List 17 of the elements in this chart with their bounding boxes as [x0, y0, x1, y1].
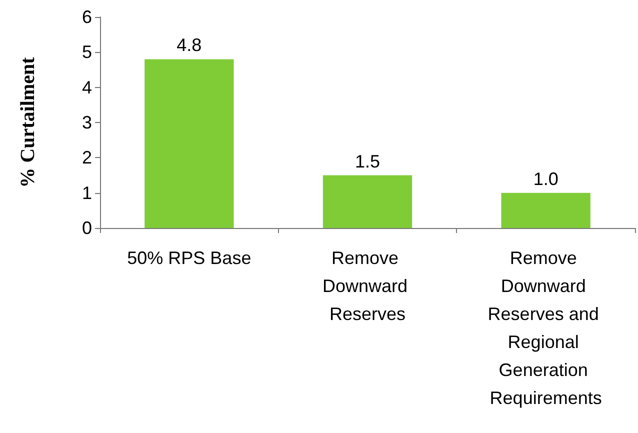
y-tick-label: 5	[82, 42, 92, 62]
y-tick-label: 2	[82, 148, 92, 168]
data-label: 4.8	[176, 35, 202, 56]
data-label: 1.0	[533, 168, 558, 189]
y-tick-label: 3	[82, 112, 92, 132]
bar	[144, 59, 234, 228]
y-tick-label: 6	[82, 7, 92, 27]
y-tick-label: 1	[82, 182, 92, 203]
bar	[322, 175, 412, 228]
y-tick-label: 0	[82, 218, 92, 238]
x-tick-label: Remove Downward Reserves and Regional Generation Requirements	[488, 248, 604, 408]
x-tick-label: 50% RPS Base	[127, 248, 252, 268]
x-tick-label: Remove Downward Reserves	[322, 248, 413, 324]
y-axis-title: % Curtailment	[17, 56, 39, 188]
bar	[501, 192, 590, 228]
y-tick-label: 4	[82, 77, 92, 98]
data-label: 1.5	[354, 151, 380, 172]
